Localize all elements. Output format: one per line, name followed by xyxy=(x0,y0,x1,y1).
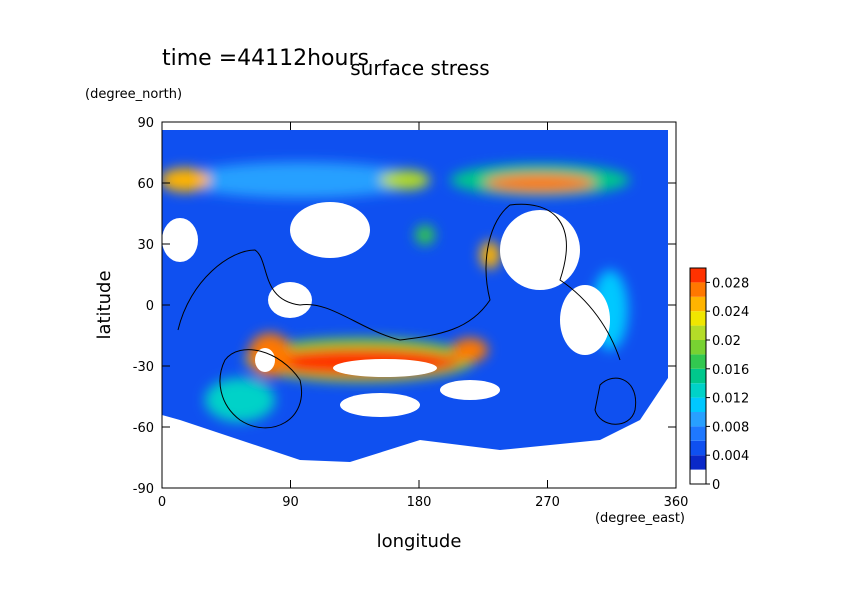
colorbar-band xyxy=(690,340,706,355)
colorbar-band xyxy=(690,268,706,283)
colorbar-band xyxy=(690,440,706,456)
colorbar-band xyxy=(690,455,706,470)
y-tick-label: 90 xyxy=(137,116,154,131)
colorbar-band xyxy=(690,412,706,427)
colorbar-tick-label: 0.008 xyxy=(712,420,749,435)
annotation: time =44112hours xyxy=(162,46,369,71)
x-tick-label: 180 xyxy=(407,495,432,510)
colorbar-tick-label: 0.028 xyxy=(712,276,749,291)
y-tick-label: -90 xyxy=(133,482,154,497)
y-units: (degree_north) xyxy=(85,87,182,102)
chart-title: surface stress xyxy=(350,56,489,80)
colorbar-band xyxy=(690,426,706,441)
x-tick-label: 0 xyxy=(158,495,166,510)
colorbar-band xyxy=(690,383,706,398)
colorbar-tick-label: 0.004 xyxy=(712,449,749,464)
y-tick-label: -60 xyxy=(133,421,154,436)
colorbar-band xyxy=(690,354,706,369)
colorbar-band xyxy=(690,311,706,326)
x-tick-label: 360 xyxy=(664,495,689,510)
y-tick-label: 30 xyxy=(137,238,154,253)
colorbar-band xyxy=(690,325,706,340)
x-axis-label: longitude xyxy=(377,531,462,552)
y-axis-label: latitude xyxy=(94,270,115,339)
y-tick-label: -30 xyxy=(133,360,154,375)
y-tick-label: 0 xyxy=(146,299,154,314)
colorbar-tick-label: 0 xyxy=(712,478,720,493)
colorbar-frame xyxy=(689,267,707,485)
colorbar-band xyxy=(690,282,706,297)
x-units: (degree_east) xyxy=(595,511,685,526)
colorbar-band xyxy=(690,368,706,384)
colorbar-tick-label: 0.02 xyxy=(712,334,741,349)
x-tick-label: 270 xyxy=(535,495,560,510)
y-tick-label: 60 xyxy=(137,177,154,192)
contour-field xyxy=(162,130,676,488)
colorbar-tick-label: 0.024 xyxy=(712,305,749,320)
colorbar-band xyxy=(690,469,706,484)
x-tick-label: 90 xyxy=(282,495,299,510)
colorbar-band xyxy=(690,296,706,312)
colorbar-tick-label: 0.016 xyxy=(712,363,749,378)
colorbar-tick-label: 0.012 xyxy=(712,392,749,407)
colorbar-band xyxy=(690,397,706,412)
